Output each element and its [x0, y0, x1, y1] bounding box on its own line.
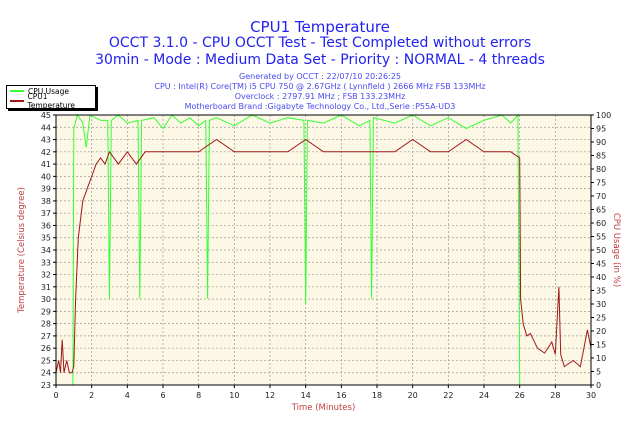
y-tick-label-left: 24: [41, 369, 51, 378]
y-tick-label-right: 10: [596, 354, 606, 363]
y-tick-label-right: 35: [596, 287, 606, 296]
info-motherboard: Motherboard Brand :Gigabyte Technology C…: [184, 102, 456, 111]
y-tick-label-left: 39: [41, 185, 51, 194]
y-tick-label-right: 45: [596, 260, 606, 269]
y-tick-label-left: 33: [41, 258, 51, 267]
y-tick-label-right: 90: [596, 138, 606, 147]
plot-border: [55, 114, 592, 386]
x-tick-label: 4: [125, 391, 130, 400]
info-cpu: CPU : Intel(R) Core(TM) i5 CPU 750 @ 2.6…: [154, 82, 486, 91]
legend-swatch: [10, 90, 24, 92]
x-tick-label: 18: [372, 391, 382, 400]
x-tick-label: 14: [301, 391, 311, 400]
y-tick-label-right: 100: [596, 111, 611, 120]
y-tick-label-left: 35: [41, 234, 51, 243]
y-tick-label-right: 40: [596, 273, 606, 282]
x-tick-label: 28: [550, 391, 560, 400]
info-overclock: Overclock : 2797.91 MHz ; FSB 133.23MHz: [234, 92, 406, 101]
chart-subtitle-mode: 30min - Mode : Medium Data Set - Priorit…: [95, 52, 545, 68]
x-tick-label: 12: [265, 391, 275, 400]
x-tick-label: 26: [515, 391, 525, 400]
y-tick-label-left: 30: [41, 295, 51, 304]
y-tick-label-left: 27: [41, 332, 51, 341]
y-tick-label-left: 32: [41, 271, 51, 280]
legend-label: CPU1 Temperature: [27, 92, 76, 110]
y-tick-label-right: 0: [596, 381, 601, 390]
y-tick-label-left: 25: [41, 356, 51, 365]
x-tick-label: 16: [336, 391, 346, 400]
y-tick-label-left: 34: [41, 246, 51, 255]
x-tick-label: 0: [53, 391, 58, 400]
y-tick-label-right: 55: [596, 233, 606, 242]
y-tick-label-right: 30: [596, 300, 606, 309]
legend-swatch: [10, 100, 24, 102]
y-tick-label-left: 29: [41, 307, 51, 316]
x-tick-label: 8: [196, 391, 201, 400]
y-axis-label-right: CPU Usage (in %): [611, 213, 621, 287]
y-tick-label-left: 44: [41, 123, 51, 132]
x-tick-label: 2: [89, 391, 94, 400]
y-tick-label-right: 25: [596, 314, 606, 323]
chart-title: CPU1 Temperature: [250, 18, 390, 36]
y-tick-label-left: 26: [41, 344, 51, 353]
y-tick-label-right: 75: [596, 179, 606, 188]
y-tick-label-left: 37: [41, 209, 51, 218]
y-tick-label-left: 42: [41, 148, 51, 157]
y-tick-label-left: 23: [41, 381, 51, 390]
series-line-temperature: [55, 138, 592, 374]
y-tick-label-right: 50: [596, 246, 606, 255]
y-tick-label-right: 85: [596, 152, 606, 161]
x-tick-label: 22: [443, 391, 453, 400]
chart-subtitle: OCCT 3.1.0 - CPU OCCT Test - Test Comple…: [108, 35, 532, 51]
x-tick-label: 10: [229, 391, 239, 400]
y-tick-label-left: 31: [41, 283, 51, 292]
x-tick-label: 24: [479, 391, 489, 400]
y-tick-label-right: 70: [596, 192, 606, 201]
y-tick-label-right: 60: [596, 219, 606, 228]
legend-label: CPU Usage: [28, 86, 70, 96]
y-tick-label-left: 41: [41, 160, 51, 169]
y-tick-label-left: 36: [41, 221, 51, 230]
y-axis-label-left: Temperature (Celsius degree): [17, 187, 27, 314]
y-tick-label-left: 43: [41, 136, 51, 145]
y-tick-label-right: 5: [596, 368, 601, 377]
y-tick-label-left: 28: [41, 320, 51, 329]
x-tick-label: 6: [160, 391, 165, 400]
y-tick-label-right: 65: [596, 206, 606, 215]
legend-item-cpu-usage: CPU Usage: [7, 86, 95, 96]
y-tick-label-right: 20: [596, 327, 606, 336]
x-axis-label: Time (Minutes): [291, 403, 356, 413]
x-tick-label: 20: [408, 391, 418, 400]
y-tick-label-right: 15: [596, 341, 606, 350]
x-tick-label: 30: [586, 391, 596, 400]
series-line-cpu-usage: [56, 113, 591, 386]
y-tick-label-right: 80: [596, 165, 606, 174]
info-generated: Generated by OCCT : 22/07/10 20:26:25: [239, 72, 401, 81]
y-tick-label-left: 40: [41, 172, 51, 181]
y-tick-label-left: 38: [41, 197, 51, 206]
y-tick-label-left: 45: [41, 111, 51, 120]
y-tick-label-right: 95: [596, 125, 606, 134]
legend: CPU Usage CPU1 Temperature: [6, 85, 96, 110]
legend-item-temperature: CPU1 Temperature: [7, 92, 95, 110]
